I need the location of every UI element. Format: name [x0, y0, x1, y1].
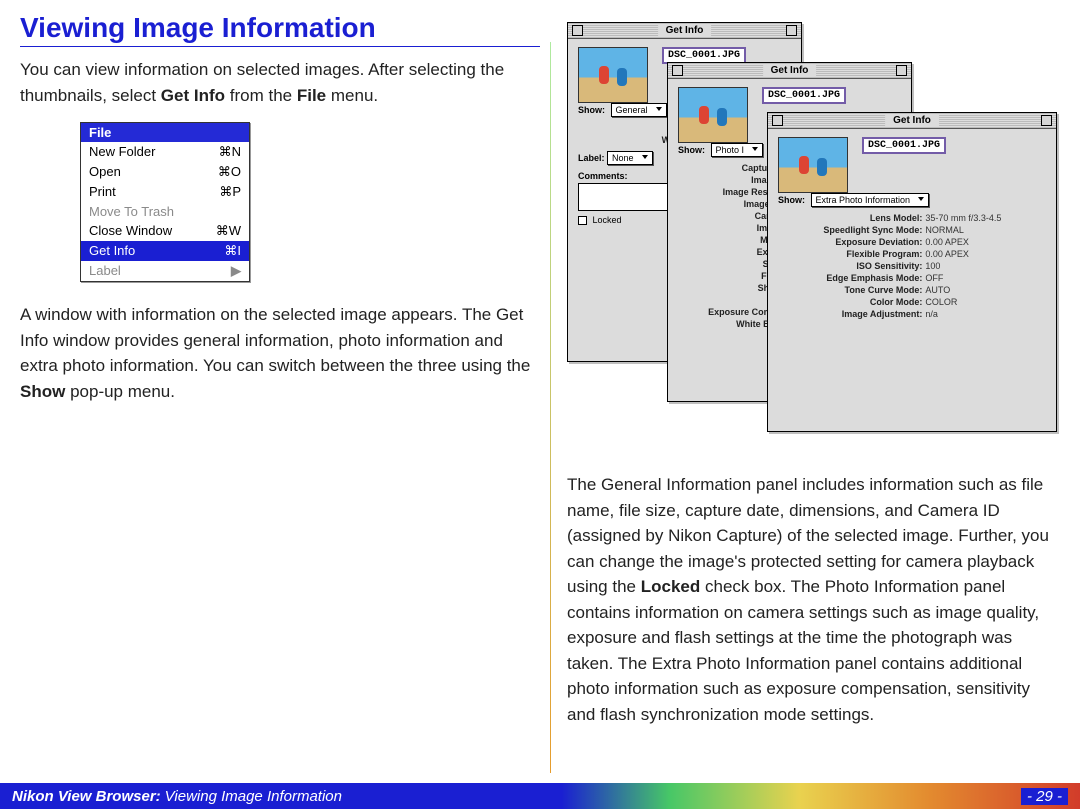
para1-d: File	[297, 86, 326, 105]
footer-page-number: - 29 -	[1021, 788, 1068, 805]
intro-paragraph: You can view information on selected ima…	[20, 57, 540, 108]
zoom-icon[interactable]	[1041, 115, 1052, 126]
info-row: Color Mode:COLOR	[778, 297, 1046, 307]
show-label: Show:	[578, 105, 605, 115]
show-popup-general[interactable]: General	[611, 103, 667, 117]
thumbnail	[578, 47, 648, 103]
close-icon[interactable]	[572, 25, 583, 36]
zoom-icon[interactable]	[786, 25, 797, 36]
info-row: ISO Sensitivity:100	[778, 261, 1046, 271]
window-titlebar[interactable]: Get Info	[568, 23, 801, 39]
file-menu: File New Folder⌘NOpen⌘OPrint⌘PMove To Tr…	[80, 122, 250, 282]
comments-label: Comments:	[578, 171, 628, 181]
show-popup-extra[interactable]: Extra Photo Information	[811, 193, 930, 207]
thumbnail	[778, 137, 848, 193]
get-info-window-extra: Get Info DSC_0001.JPG Show: Extra Photo …	[767, 112, 1057, 432]
file-menu-item[interactable]: Get Info⌘I	[81, 241, 249, 261]
show-popup-photo[interactable]: Photo I	[711, 143, 764, 157]
close-icon[interactable]	[772, 115, 783, 126]
close-icon[interactable]	[672, 65, 683, 76]
info-row: Speedlight Sync Mode:NORMAL	[778, 225, 1046, 235]
extra-info-list: Lens Model:35-70 mm f/3.3-4.5 Speedlight …	[778, 213, 1046, 319]
locked-label: Locked	[593, 215, 622, 225]
filename: DSC_0001.JPG	[762, 87, 846, 104]
zoom-icon[interactable]	[896, 65, 907, 76]
para3-c: check box. The Photo Information panel c…	[567, 577, 1039, 724]
info-row: Image Adjustment:n/a	[778, 309, 1046, 319]
para1-e: menu.	[331, 86, 378, 105]
file-menu-item: Move To Trash	[81, 202, 249, 221]
para2-c: pop-up menu.	[70, 382, 175, 401]
info-row: Flexible Program:0.00 APEX	[778, 249, 1046, 259]
label-label: Label:	[578, 153, 605, 163]
para1-c: from the	[230, 86, 297, 105]
right-column: Get Info DSC_0001.JPG Show: General Size…	[567, 12, 1060, 783]
page-footer: Nikon View Browser: Viewing Image Inform…	[0, 783, 1080, 809]
info-row: Edge Emphasis Mode:OFF	[778, 273, 1046, 283]
para2-b: Show	[20, 382, 65, 401]
left-column: Viewing Image Information You can view i…	[20, 12, 540, 783]
window-title: Get Info	[885, 115, 939, 126]
column-divider	[550, 42, 551, 773]
file-menu-item[interactable]: New Folder⌘N	[81, 142, 249, 162]
show-label: Show:	[778, 195, 805, 205]
file-menu-item[interactable]: Print⌘P	[81, 182, 249, 202]
window-title: Get Info	[658, 25, 712, 36]
filename: DSC_0001.JPG	[862, 137, 946, 154]
window-title: Get Info	[763, 65, 817, 76]
window-titlebar[interactable]: Get Info	[768, 113, 1056, 129]
file-menu-item[interactable]: Open⌘O	[81, 162, 249, 182]
para1-b: Get Info	[161, 86, 225, 105]
page-heading: Viewing Image Information	[20, 12, 540, 47]
info-row: Lens Model:35-70 mm f/3.3-4.5	[778, 213, 1046, 223]
label-popup[interactable]: None	[607, 151, 653, 165]
file-menu-item[interactable]: Close Window⌘W	[81, 221, 249, 241]
footer-product: Nikon View Browser:	[12, 788, 161, 805]
info-row: Tone Curve Mode:AUTO	[778, 285, 1046, 295]
second-paragraph: A window with information on the selecte…	[20, 302, 540, 404]
show-label: Show:	[678, 145, 705, 155]
checkbox-icon[interactable]	[578, 216, 587, 225]
footer-section: Viewing Image Information	[165, 788, 342, 805]
para2-a: A window with information on the selecte…	[20, 305, 530, 375]
window-titlebar[interactable]: Get Info	[668, 63, 911, 79]
file-menu-title[interactable]: File	[81, 123, 249, 142]
info-row: Exposure Deviation:0.00 APEX	[778, 237, 1046, 247]
right-paragraph: The General Information panel includes i…	[567, 472, 1050, 727]
thumbnail	[678, 87, 748, 143]
para3-b: Locked	[641, 577, 701, 596]
file-menu-item: Label▶	[81, 261, 249, 281]
